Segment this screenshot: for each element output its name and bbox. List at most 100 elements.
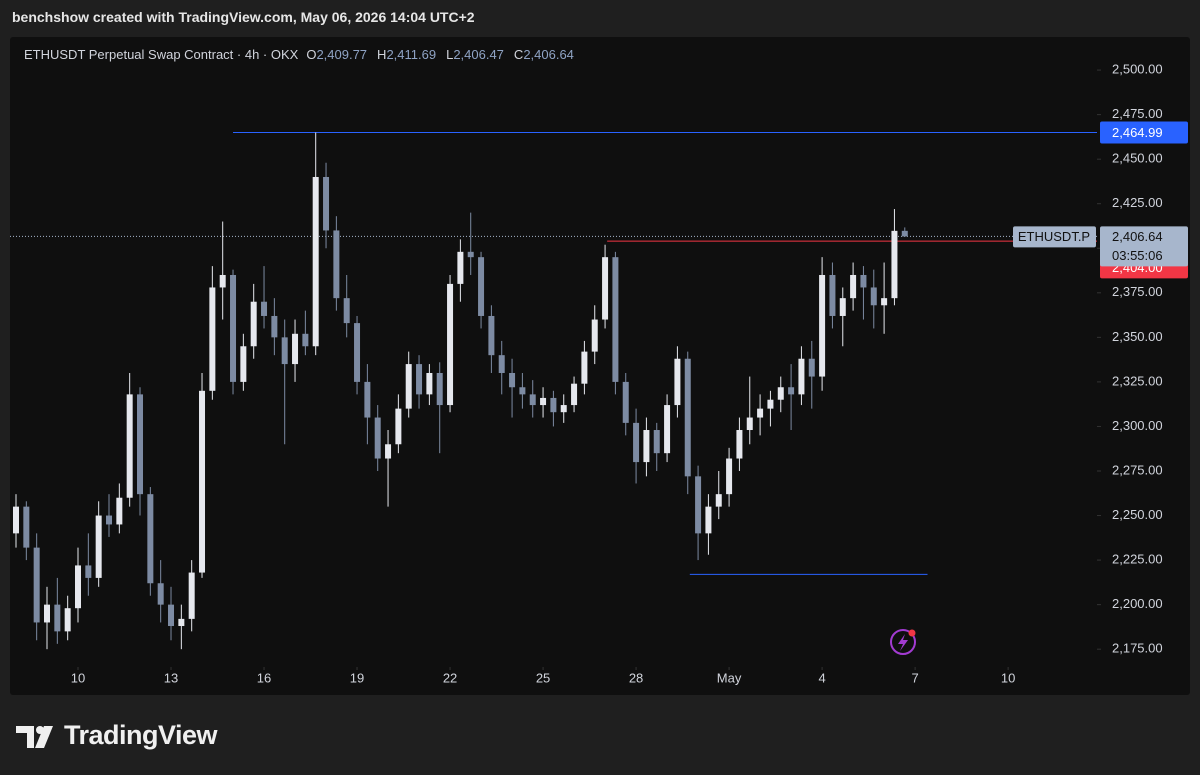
candle-body: [550, 397, 557, 413]
candle-body: [653, 430, 660, 454]
y-tick-label: 2,200.00: [1112, 596, 1163, 611]
legend-key: H: [377, 47, 387, 62]
candle-body: [819, 274, 826, 377]
candle-body: [23, 506, 30, 548]
y-tick-label: 2,300.00: [1112, 418, 1163, 433]
candle-body: [240, 346, 247, 382]
candle-body: [219, 274, 226, 288]
y-tick-label: 2,225.00: [1112, 552, 1163, 567]
candle-body: [829, 274, 836, 316]
countdown: 03:55:06: [1112, 248, 1163, 263]
brand: TradingView: [64, 720, 218, 750]
candle-body: [416, 364, 423, 395]
candle-body: [767, 399, 774, 409]
candle-body: [581, 351, 588, 384]
legend-key: C: [513, 47, 524, 62]
legend-key: L: [446, 47, 454, 62]
x-tick-label: 10: [71, 670, 85, 685]
candle-body: [674, 358, 681, 406]
y-tick-label: 2,175.00: [1112, 641, 1163, 656]
candle-body: [261, 301, 268, 316]
candle-body: [467, 251, 474, 258]
candle-body: [788, 387, 795, 395]
candle-body: [116, 497, 123, 525]
x-tick-label: 7: [911, 670, 918, 685]
candle-body: [281, 337, 288, 365]
candle-body: [209, 287, 216, 391]
y-tick-label: 2,450.00: [1112, 151, 1163, 166]
candle-body: [312, 176, 319, 347]
y-tick-label: 2,350.00: [1112, 329, 1163, 344]
legend-value: 2,409.77: [316, 47, 368, 62]
candle-body: [250, 301, 257, 347]
candle-body: [881, 298, 888, 306]
candle-body: [395, 408, 402, 445]
candle-body: [715, 494, 722, 507]
last-price-box: [1100, 226, 1188, 267]
legend-value: 2,406.64: [523, 47, 574, 62]
y-tick-label: 2,500.00: [1112, 62, 1163, 77]
candle-body: [488, 315, 495, 356]
legend-value: 2,406.47: [453, 47, 504, 62]
candle-body: [436, 372, 443, 406]
candle-body: [12, 506, 19, 534]
candle-body: [178, 618, 185, 627]
candle-body: [188, 572, 195, 619]
x-tick-label: 28: [629, 670, 643, 685]
candle-body: [612, 257, 619, 382]
candle-body: [540, 397, 547, 406]
candle-body: [292, 333, 299, 365]
y-tick-label: 2,375.00: [1112, 284, 1163, 299]
legend-title: ETHUSDT Perpetual Swap Contract · 4h · O…: [24, 47, 299, 62]
x-tick-label: 25: [536, 670, 550, 685]
candle-body: [54, 604, 61, 632]
x-tick-label: 22: [443, 670, 457, 685]
candle-body: [447, 283, 454, 406]
candle-body: [199, 390, 206, 573]
candle-body: [33, 547, 40, 623]
price-label: 2,464.99: [1112, 125, 1163, 140]
candle-body: [509, 372, 516, 388]
candle-body: [643, 430, 650, 463]
y-tick-label: 2,475.00: [1112, 106, 1163, 121]
candle-body: [571, 383, 578, 406]
candle-body: [808, 358, 815, 377]
y-tick-label: 2,250.00: [1112, 507, 1163, 522]
candle-body: [478, 257, 485, 316]
candle-body: [343, 298, 350, 324]
candle-body: [860, 274, 867, 288]
candle-body: [560, 405, 567, 413]
candle-body: [385, 444, 392, 459]
candle-body: [850, 274, 857, 299]
y-tick-label: 2,425.00: [1112, 195, 1163, 210]
candle-body: [684, 358, 691, 477]
candle-body: [374, 417, 381, 459]
x-tick-label: May: [717, 670, 742, 685]
candle-body: [519, 387, 526, 395]
candle-body: [405, 364, 412, 409]
candle-body: [664, 405, 671, 454]
candle-body: [901, 230, 908, 237]
legend: ETHUSDT Perpetual Swap Contract · 4h · O…: [24, 47, 584, 62]
candle-body: [870, 287, 877, 306]
candle-body: [168, 604, 175, 627]
candle-body: [64, 608, 71, 632]
legend-key: O: [306, 47, 317, 62]
candle-body: [746, 417, 753, 431]
candle-body: [839, 298, 846, 316]
candle-body: [323, 176, 330, 231]
x-tick-label: 16: [257, 670, 271, 685]
candle-body: [302, 333, 309, 347]
symbol-tag-box: [1013, 226, 1096, 248]
candle-body: [798, 358, 805, 395]
candle-body: [354, 323, 361, 382]
candle-body: [736, 430, 743, 459]
symbol-tag: ETHUSDT.P: [1018, 229, 1090, 244]
legend-value: 2,411.69: [386, 47, 437, 62]
x-tick-label: 10: [1001, 670, 1015, 685]
price-label-box: [1100, 121, 1188, 144]
alert-icon: [890, 629, 916, 655]
candle-body: [695, 476, 702, 534]
x-tick-label: 4: [818, 670, 825, 685]
chart-panel: [10, 37, 1190, 695]
